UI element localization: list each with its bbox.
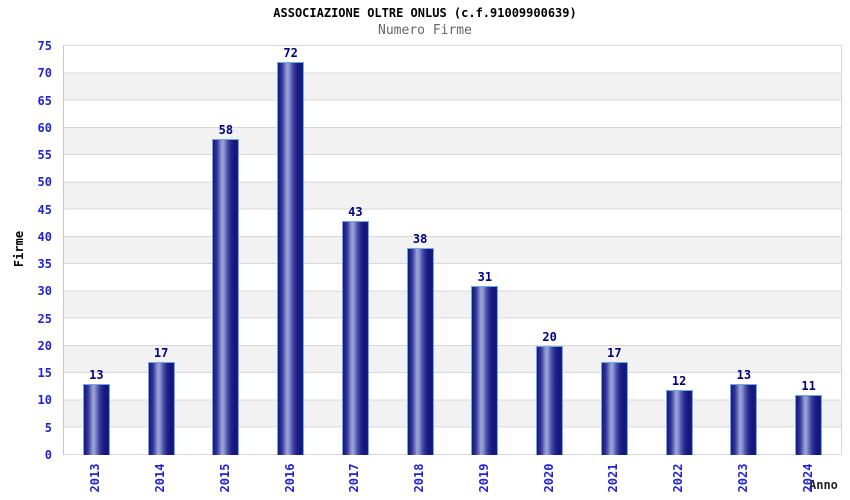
y-axis-tick-label: 30 [37, 284, 52, 299]
bar-2020 [536, 345, 564, 455]
y-axis-tick-label: 20 [37, 338, 52, 353]
x-axis-tick-label: 2017 [347, 463, 362, 493]
bar-2021 [600, 362, 628, 455]
y-axis-tick-label: 45 [37, 202, 52, 217]
bar-2019 [471, 285, 499, 455]
plot-area: 13 17 58 72 43 38 31 20 17 12 13 11 [63, 45, 842, 455]
x-axis-tick-label: 2014 [153, 463, 168, 493]
bar-value-label: 43 [348, 204, 363, 219]
bar-value-label: 17 [607, 346, 622, 361]
y-axis-tick-label: 25 [37, 311, 52, 326]
bar-value-label: 20 [542, 329, 557, 344]
y-axis-tick-label: 10 [37, 393, 52, 408]
bar-value-label: 72 [283, 46, 298, 61]
bar-2022 [665, 389, 693, 455]
y-axis-tick-label: 40 [37, 229, 52, 244]
y-axis-tick-label: 55 [37, 148, 52, 163]
bar-value-label: 13 [736, 368, 752, 383]
x-axis-tick-label: 2019 [476, 463, 491, 493]
bar-value-label: 17 [153, 346, 169, 361]
x-axis-tick-label: 2018 [412, 463, 427, 493]
chart-title: ASSOCIAZIONE OLTRE ONLUS (c.f.9100990063… [273, 6, 577, 20]
bar-2018 [406, 247, 434, 455]
x-axis-title: Anno [809, 478, 838, 492]
chart-subtitle: Numero Firme [378, 23, 472, 38]
bar-2013 [82, 384, 110, 455]
x-axis-tick-label: 2022 [671, 463, 686, 493]
x-axis-tick-label: 2024 [800, 463, 815, 493]
bar-2017 [341, 220, 369, 455]
bar-value-label: 12 [671, 373, 687, 388]
x-axis-tick-label: 2015 [217, 463, 232, 493]
y-axis-tick-label: 75 [37, 39, 52, 53]
y-axis-tick-label: 50 [37, 175, 52, 190]
bar-2024 [795, 395, 823, 455]
y-axis-tick-label: 70 [37, 66, 52, 81]
bar-2016 [277, 62, 305, 455]
y-axis-tick-label: 15 [37, 366, 52, 381]
x-axis-tick-label: 2016 [282, 463, 297, 493]
y-axis-tick-label: 35 [37, 257, 52, 272]
x-axis-tick-label: 2013 [88, 463, 103, 493]
x-axis-tick-label: 2020 [541, 463, 556, 493]
bar-2023 [730, 384, 758, 455]
bar-value-label: 11 [801, 379, 816, 394]
bar-2014 [147, 362, 175, 455]
y-axis-tick-label: 65 [37, 93, 52, 108]
y-axis-tick-label: 0 [44, 448, 52, 462]
y-axis-tick-label: 5 [44, 420, 52, 435]
bar-value-label: 13 [89, 368, 104, 383]
x-axis-tick-label: 2023 [735, 463, 750, 493]
bar-2015 [212, 138, 240, 455]
bar-value-label: 38 [412, 231, 428, 246]
bar-value-label: 31 [477, 269, 493, 284]
y-axis-tick-label: 60 [37, 120, 52, 135]
bar-value-label: 58 [218, 122, 234, 137]
x-axis-tick-label: 2021 [606, 463, 621, 493]
